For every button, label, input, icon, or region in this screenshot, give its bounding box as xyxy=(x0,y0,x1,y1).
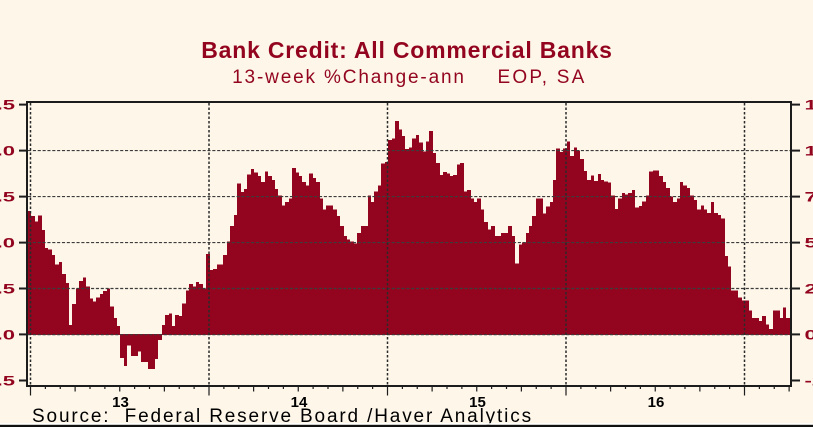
svg-text:10.0: 10.0 xyxy=(0,143,15,159)
svg-text:15: 15 xyxy=(469,394,486,411)
svg-text:0.0: 0.0 xyxy=(805,327,813,343)
svg-text:7.5: 7.5 xyxy=(0,189,15,205)
svg-text:Source: Federal Reserve Board: Source: Federal Reserve Board /Haver Ana… xyxy=(32,406,533,427)
svg-text:12.5: 12.5 xyxy=(0,97,15,113)
svg-text:0.0: 0.0 xyxy=(0,327,15,343)
svg-text:2.5: 2.5 xyxy=(0,281,15,297)
svg-text:Bank Credit: All Commercial Ba: Bank Credit: All Commercial Banks xyxy=(201,37,613,63)
svg-text:12.5: 12.5 xyxy=(805,97,813,113)
svg-text:7.5: 7.5 xyxy=(805,189,813,205)
svg-text:13-week %Change-ann: 13-week %Change-ann xyxy=(232,67,466,88)
svg-text:13: 13 xyxy=(112,394,129,411)
svg-text:5.0: 5.0 xyxy=(0,235,15,251)
svg-text:16: 16 xyxy=(648,394,665,411)
svg-text:EOP, SA: EOP, SA xyxy=(498,67,587,88)
svg-text:10.0: 10.0 xyxy=(805,143,813,159)
svg-text:2.5: 2.5 xyxy=(805,281,813,297)
svg-text:-2.5: -2.5 xyxy=(805,373,813,389)
svg-text:14: 14 xyxy=(291,394,308,411)
svg-text:5.0: 5.0 xyxy=(805,235,813,251)
svg-text:-2.5: -2.5 xyxy=(0,373,15,389)
